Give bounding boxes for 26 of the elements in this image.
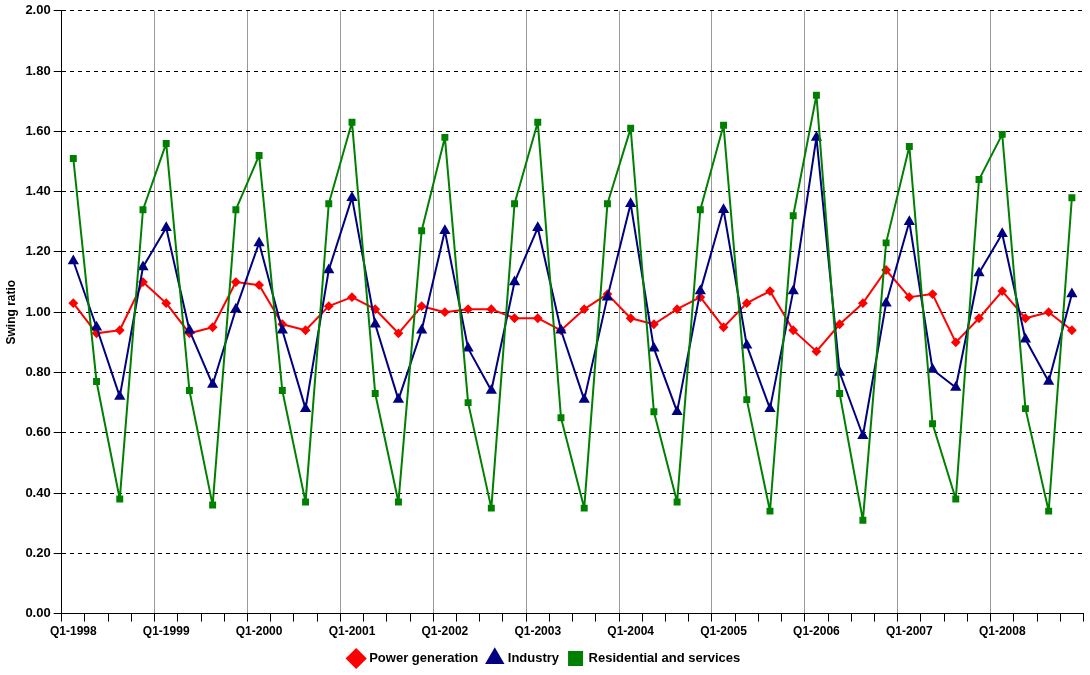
x-tick-label: Q1-2001 (328, 624, 376, 639)
legend-label: Power generation (369, 650, 479, 666)
y-tick-label: 0.20 (25, 544, 51, 560)
x-tick-label: Q1-2007 (885, 624, 933, 639)
x-tick-label: Q1-1999 (142, 624, 190, 639)
x-tick-label: Q1-2000 (235, 624, 283, 639)
y-tick-label: 1.80 (25, 62, 51, 78)
y-axis-title: Swing ratio (3, 279, 18, 345)
y-tick-label: 0.40 (25, 484, 51, 500)
legend-label: Residential and services (588, 650, 741, 666)
y-tick-label: 1.40 (25, 183, 51, 199)
legend-label: Industry (507, 650, 560, 666)
x-tick-label: Q1-2002 (421, 624, 469, 639)
x-tick-label: Q1-1998 (49, 624, 97, 639)
y-tick-label: 1.60 (25, 122, 51, 138)
y-tick-label: 1.20 (25, 243, 51, 259)
y-tick-label: 0.00 (25, 605, 51, 621)
y-tick-label: 2.00 (25, 2, 51, 18)
x-tick-label: Q1-2008 (978, 624, 1026, 639)
x-tick-label: Q1-2003 (514, 624, 562, 639)
y-tick-label: 1.00 (25, 303, 51, 319)
y-tick-label: 0.80 (25, 364, 51, 380)
x-tick-label: Q1-2006 (793, 624, 841, 639)
y-tick-label: 0.60 (25, 424, 51, 440)
x-tick-label: Q1-2004 (607, 624, 655, 639)
x-tick-label: Q1-2005 (700, 624, 748, 639)
